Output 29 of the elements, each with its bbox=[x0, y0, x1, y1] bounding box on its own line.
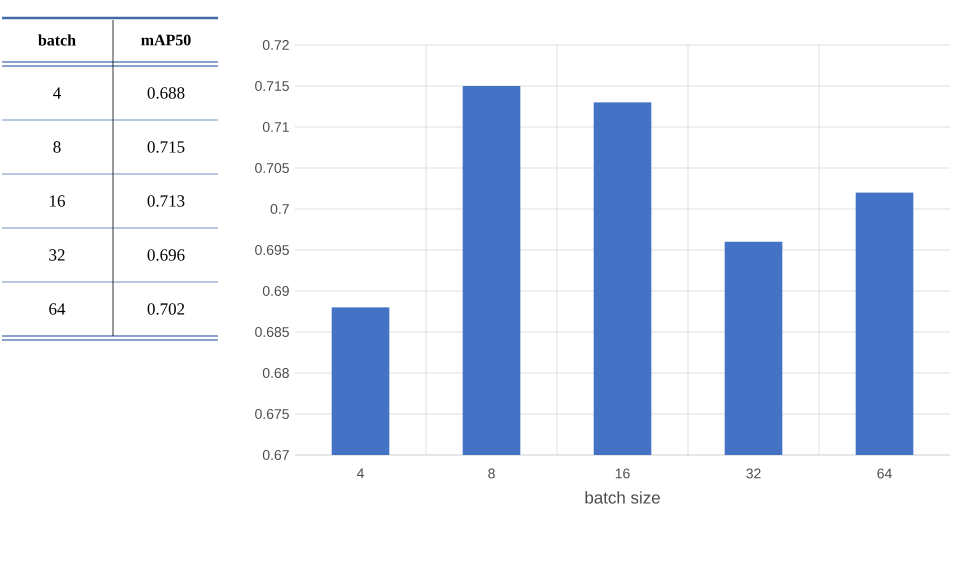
y-tick-label: 0.685 bbox=[255, 327, 289, 337]
y-tick-label: 0.67 bbox=[262, 450, 289, 460]
x-tick-label: 16 bbox=[616, 468, 630, 478]
text: 0.713 bbox=[148, 195, 184, 207]
text: 0.696 bbox=[148, 249, 185, 261]
x-tick-label: 64 bbox=[877, 468, 892, 478]
text: 16 bbox=[50, 195, 65, 207]
x-axis-title: batch size bbox=[585, 491, 660, 504]
text: 8 bbox=[53, 141, 61, 153]
x-tick-label: 32 bbox=[746, 468, 761, 478]
y-tick-label: 0.68 bbox=[262, 368, 289, 378]
text: mAP50 bbox=[141, 34, 191, 46]
y-tick-label: 0.715 bbox=[255, 81, 289, 91]
y-tick-label: 0.705 bbox=[255, 163, 289, 173]
y-tick-label: 0.71 bbox=[262, 122, 289, 132]
y-tick-label: 0.69 bbox=[262, 286, 289, 296]
text: 4 bbox=[53, 87, 61, 99]
text: 0.715 bbox=[148, 141, 184, 153]
text: 0.702 bbox=[148, 303, 184, 315]
y-tick-label: 0.675 bbox=[255, 409, 289, 419]
y-tick-label: 0.695 bbox=[255, 245, 289, 255]
text: 32 bbox=[49, 249, 65, 261]
y-tick-label: 0.7 bbox=[270, 204, 289, 214]
text: batch bbox=[38, 34, 76, 46]
text: 64 bbox=[49, 303, 66, 315]
x-tick-label: 8 bbox=[488, 468, 495, 478]
x-tick-label: 4 bbox=[356, 468, 364, 478]
y-tick-label: 0.72 bbox=[262, 40, 289, 50]
text: 0.688 bbox=[148, 87, 184, 99]
